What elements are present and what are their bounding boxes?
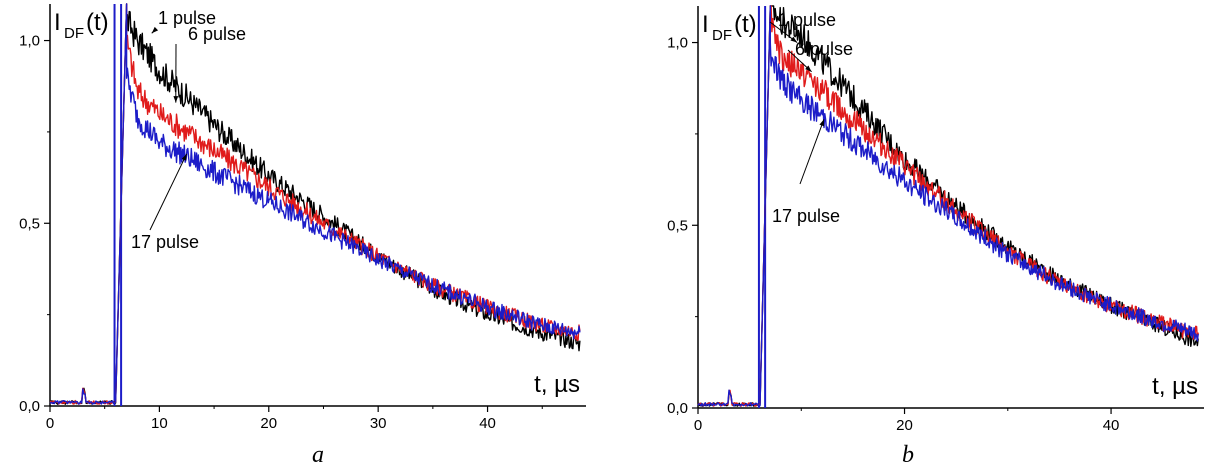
x-axis-label: t, µs [1152, 373, 1198, 400]
series-line [49, 3, 581, 405]
y-axis-label: I [54, 9, 61, 36]
series-annotation: 17 pulse [131, 232, 199, 252]
annotation-arrowhead [151, 26, 159, 34]
annotation-arrowhead [819, 119, 824, 127]
chart-b: 0 20 40 0,0 0,5 1,0 I DF (t) t, µs 1 pulse 6 pulse 1… [667, 5, 1204, 468]
panel-caption: b [902, 442, 914, 468]
x-tick-label: 40 [1103, 417, 1120, 434]
series-line [697, 5, 1199, 407]
annotation-arrowhead [181, 153, 187, 161]
y-tick-label: 0,5 [19, 215, 40, 232]
x-tick-label: 40 [479, 415, 496, 432]
y-tick-label: 1,0 [667, 35, 688, 52]
annotation-arrow [149, 153, 188, 231]
y-tick-label: 1,0 [19, 33, 40, 50]
y-axis-label: I [702, 11, 709, 38]
y-tick-label: 0,0 [667, 400, 688, 417]
y-axis-label-subscript: DF [712, 27, 732, 44]
x-tick-label: 0 [694, 417, 702, 434]
annotation-arrowhead [790, 36, 798, 43]
annotation-arrowhead [173, 96, 179, 103]
series-annotation: 1 pulse [158, 8, 216, 28]
y-tick-label: 0,0 [19, 398, 40, 415]
series-annotation: 1 pulse [778, 10, 836, 30]
x-axis-label: t, µs [534, 371, 580, 398]
panel-caption: a [312, 442, 324, 468]
series-line [49, 3, 581, 405]
x-tick-label: 30 [370, 415, 387, 432]
series-annotation: 17 pulse [772, 206, 840, 226]
x-tick-label: 20 [896, 417, 913, 434]
series-annotation: 6 pulse [795, 39, 853, 59]
series-annotation: 6 pulse [188, 24, 246, 44]
y-axis-label-tail: (t) [734, 11, 757, 38]
x-tick-label: 10 [151, 415, 168, 432]
series-line [49, 3, 581, 405]
annotation-arrow [799, 119, 825, 185]
y-tick-label: 0,5 [667, 217, 688, 234]
y-axis-label-subscript: DF [64, 25, 84, 42]
y-axis-label-tail: (t) [86, 9, 109, 36]
x-tick-label: 0 [46, 415, 54, 432]
annotation-arrowhead [805, 65, 812, 72]
series-line [697, 5, 1199, 407]
x-tick-label: 20 [260, 415, 277, 432]
